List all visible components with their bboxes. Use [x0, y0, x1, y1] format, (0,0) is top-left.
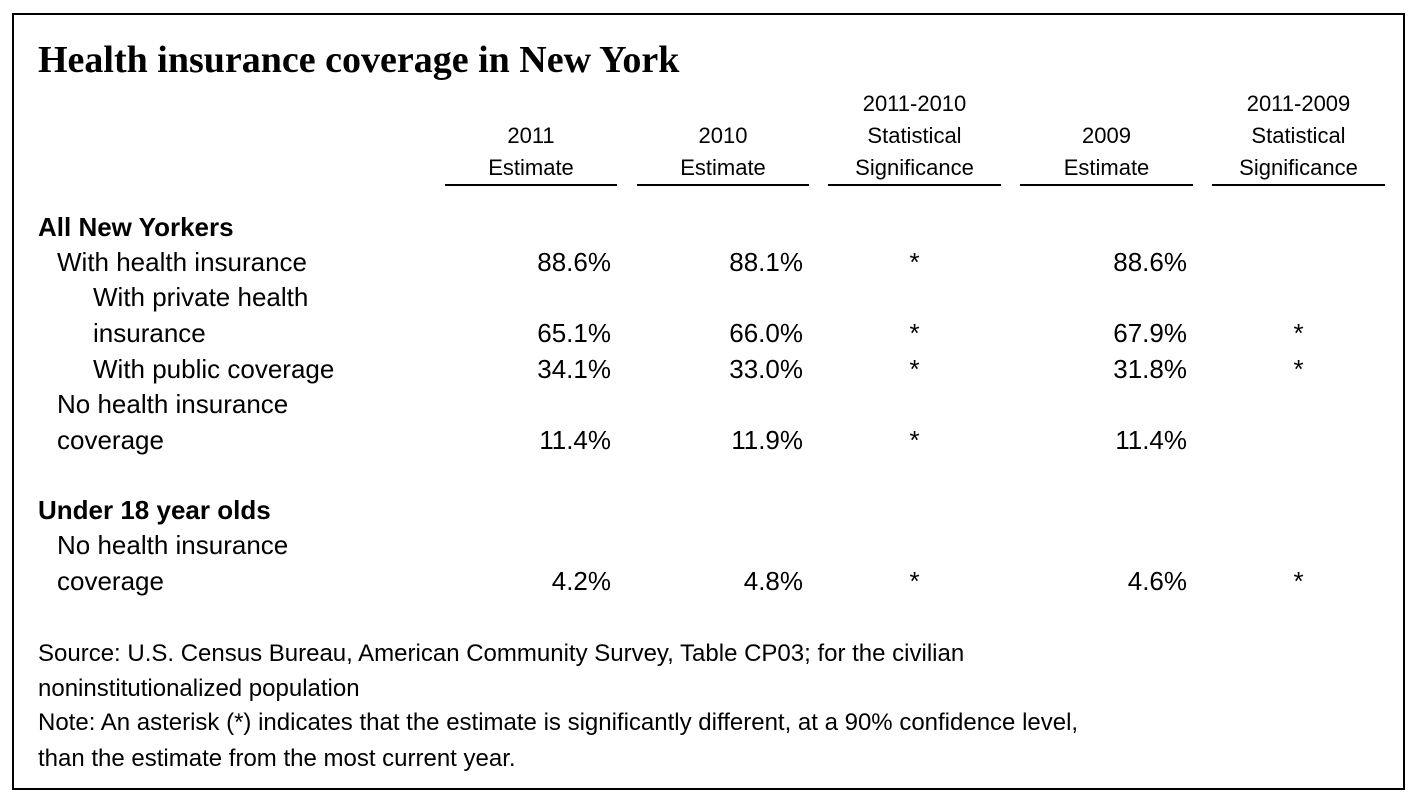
- cell-2011-2009-significance: *: [1293, 318, 1304, 348]
- column-header-line: Estimate: [1063, 155, 1150, 180]
- cell-2009-estimate: 88.6%: [1113, 247, 1187, 277]
- column-header-line: [1020, 88, 1193, 120]
- row-label: insurance: [93, 318, 206, 348]
- row-label: No health insurance: [57, 389, 289, 419]
- source-note: noninstitutionalized population: [38, 675, 360, 702]
- column-header-line: 2011: [507, 123, 555, 148]
- cell-2011-2010-significance: *: [909, 425, 920, 455]
- cell-2010-estimate: 88.1%: [729, 247, 803, 277]
- asterisk-note: than the estimate from the most current …: [38, 745, 516, 772]
- cell-2010-estimate: 4.8%: [743, 566, 803, 596]
- section-heading: All New Yorkers: [38, 212, 234, 242]
- row-label: With health insurance: [57, 247, 308, 277]
- cell-2011-2009-significance: *: [1293, 566, 1304, 596]
- cell-2011-estimate: 88.6%: [537, 247, 611, 277]
- cell-2009-estimate: 4.6%: [1127, 566, 1187, 596]
- cell-2011-2009-significance: *: [1293, 354, 1304, 384]
- cell-2011-estimate: 65.1%: [537, 318, 611, 348]
- cell-2009-estimate: 31.8%: [1113, 354, 1187, 384]
- source-note: Source: U.S. Census Bureau, American Com…: [38, 640, 965, 667]
- cell-2011-2010-significance: *: [909, 318, 920, 348]
- cell-2011-estimate: 34.1%: [537, 354, 611, 384]
- column-header-2009-estimate: 2009 Estimate: [1020, 88, 1193, 186]
- column-header-line: Statistical: [867, 123, 962, 148]
- column-header-line: Significance: [1239, 155, 1358, 180]
- column-header-line: 2011-2010: [862, 91, 967, 116]
- cell-2011-2010-significance: *: [909, 247, 920, 277]
- row-label: No health insurance: [57, 530, 289, 560]
- cell-2010-estimate: 66.0%: [729, 318, 803, 348]
- cell-2011-2010-significance: *: [909, 566, 920, 596]
- asterisk-note: Note: An asterisk (*) indicates that the…: [38, 709, 1079, 736]
- cell-2011-2010-significance: *: [909, 354, 920, 384]
- cell-2010-estimate: 11.9%: [731, 425, 803, 455]
- column-header-line: Estimate: [680, 155, 766, 180]
- column-header-line: [637, 88, 809, 120]
- cell-2011-estimate: 11.4%: [539, 425, 611, 455]
- column-header-line: Significance: [855, 155, 974, 180]
- column-header-line: Statistical: [1251, 123, 1346, 148]
- table-frame: [12, 13, 1405, 790]
- column-header-2011-estimate: 2011 Estimate: [445, 88, 617, 186]
- column-header-line: Estimate: [488, 155, 574, 180]
- column-header-line: 2011-2009: [1246, 91, 1351, 116]
- column-header-line: 2009: [1082, 123, 1131, 148]
- cell-2011-estimate: 4.2%: [551, 566, 611, 596]
- column-header-2011-2010-significance: 2011-2010 Statistical Significance: [828, 88, 1001, 186]
- column-header-line: 2010: [698, 123, 748, 148]
- cell-2009-estimate: 11.4%: [1115, 425, 1187, 455]
- section-heading: Under 18 year olds: [38, 495, 271, 525]
- column-header-2011-2009-significance: 2011-2009 Statistical Significance: [1212, 88, 1385, 186]
- row-label: With private health: [93, 282, 309, 312]
- column-header-2010-estimate: 2010 Estimate: [637, 88, 809, 186]
- page-title: Health insurance coverage in New York: [38, 39, 680, 81]
- cell-2009-estimate: 67.9%: [1113, 318, 1187, 348]
- cell-2010-estimate: 33.0%: [729, 354, 803, 384]
- row-label: With public coverage: [93, 354, 335, 384]
- row-label: coverage: [57, 425, 164, 455]
- row-label: coverage: [57, 566, 164, 596]
- column-header-line: [445, 88, 617, 120]
